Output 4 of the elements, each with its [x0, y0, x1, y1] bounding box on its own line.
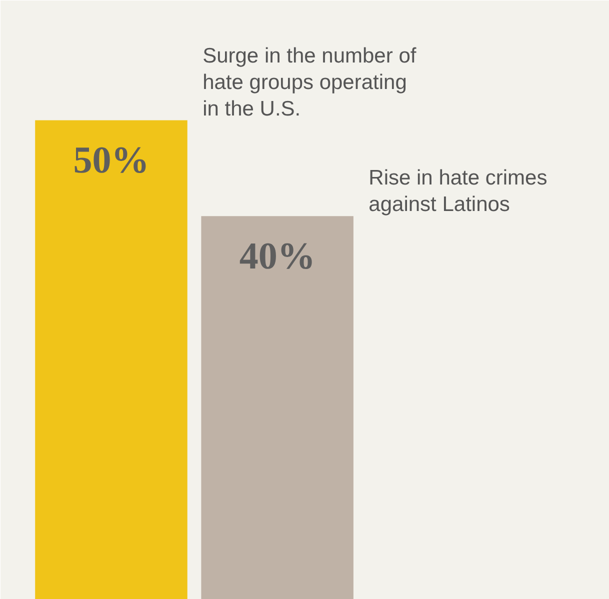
- data-label: 50%: [73, 139, 150, 182]
- text: Surge in the number of hate groups operating in the U.S.: [202, 44, 416, 120]
- text: Rise in hate crimes against Latinos: [368, 166, 548, 216]
- data-label: 40%: [239, 235, 316, 278]
